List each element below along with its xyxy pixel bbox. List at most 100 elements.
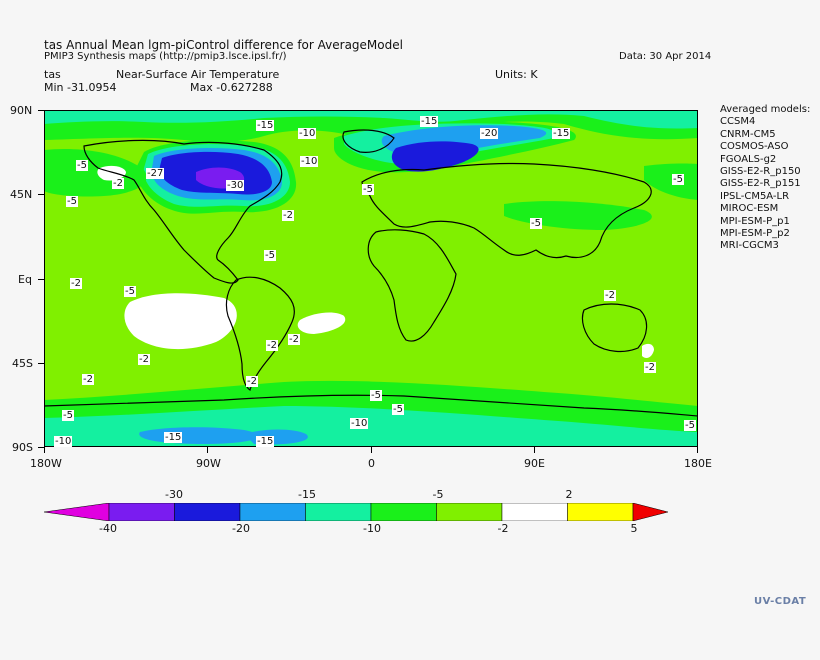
contour-label: -30 [226,180,245,191]
colorbar-cell [567,503,634,521]
colorbar-label: -10 [363,522,381,535]
africa-outline [367,229,457,342]
contour-label: -5 [66,196,78,207]
map-subtitle: PMIP3 Synthesis maps (http://pmip3.lsce.… [44,51,287,62]
contour-label: -2 [138,354,150,365]
field-nz-white [642,343,654,358]
field-satl-white [297,312,346,334]
lat-tick [38,279,44,280]
lat-label: 45N [10,188,33,201]
contour-label: -10 [54,436,73,447]
model-item: MPI-ESM-P_p1 [720,215,790,227]
lat-tick [38,110,44,111]
contour-label: -5 [684,420,696,431]
contour-label: -5 [370,390,382,401]
antarctica-outline [43,394,699,417]
colorbar-cells [44,503,668,521]
field-arctic-10 [44,110,698,129]
field-epac-5 [644,163,698,200]
contour-label: -15 [420,116,439,127]
contour-label: -2 [604,290,616,301]
lon-label: 0 [368,457,375,470]
map-frame [44,110,698,447]
contour-label: -2 [266,340,278,351]
contour-label: -10 [298,128,317,139]
contour-label: -2 [112,178,124,189]
australia-outline [581,303,648,353]
contour-label: -5 [392,404,404,415]
models-heading: Averaged models: [720,104,811,115]
model-item: MPI-ESM-P_p2 [720,228,790,240]
model-item: MIROC-ESM [720,203,779,215]
min-value: Min -31.0954 [44,81,117,94]
eurasia-outline [361,162,652,259]
colorbar-min-arrow [44,503,110,521]
colorbar-cell [501,503,568,521]
field-spac-white [124,293,237,350]
contour-label: -5 [62,410,74,421]
model-item: COSMOS-ASO [720,141,789,153]
contour-label: -5 [76,160,88,171]
max-value: Max -0.627288 [190,81,273,94]
contour-label: -5 [124,286,136,297]
colorbar-label: 2 [565,488,573,501]
colorbar-label: -40 [99,522,117,535]
contour-label: -15 [256,436,275,447]
colorbar-cell [436,503,503,521]
contour-label: -20 [480,128,499,139]
lat-label: 90S [12,441,33,454]
colorbar-cell [305,503,372,521]
colorbar-cell [108,503,175,521]
lat-label: Eq [18,273,32,286]
colorbar-label: -30 [165,488,183,501]
lon-tick [371,447,372,453]
lon-label: 180E [684,457,712,470]
model-item: CCSM4 [720,116,756,128]
lon-tick [697,447,698,453]
colorbar-cell [174,503,241,521]
colorbar-label: -2 [497,522,509,535]
uvcdat-logo: UV-CDAT [754,596,807,607]
field-eu-20 [391,141,479,172]
contour-label: -27 [146,168,165,179]
contour-label: -2 [288,334,300,345]
greenland-outline [342,129,395,153]
lon-label: 90W [196,457,221,470]
units-label: Units: K [495,68,538,81]
contour-label: -5 [672,174,684,185]
contour-label: -10 [350,418,369,429]
lon-label: 180W [30,457,62,470]
lat-tick [38,363,44,364]
colorbar-cell [239,503,306,521]
lon-tick [207,447,208,453]
contour-label: -2 [82,374,94,385]
model-item: CNRM-CM5 [720,128,776,140]
lat-label: 90N [10,104,33,117]
contour-label: -2 [282,210,294,221]
colorbar-label: -5 [432,488,444,501]
models-legend: Averaged models: CCSM4 CNRM-CM5 COSMOS-A… [720,104,810,253]
contour-label: -15 [256,120,275,131]
model-item: IPSL-CM5A-LR [720,190,790,202]
contour-label: -5 [264,250,276,261]
colorbar [44,503,668,521]
contour-label: -2 [70,278,82,289]
map-title: tas Annual Mean lgm-piControl difference… [44,38,403,52]
variable-long: Near-Surface Air Temperature [116,68,280,81]
contour-label: -2 [644,362,656,373]
lon-tick [44,447,45,453]
colorbar-cell [370,503,437,521]
north-america-outline [83,139,283,284]
lat-tick [38,194,44,195]
date-label: Data: 30 Apr 2014 [619,51,712,62]
lat-label: 45S [12,357,33,370]
lon-label: 90E [524,457,545,470]
lat-tick [38,447,44,448]
colorbar-max-arrow [632,503,668,521]
colorbar-label: 5 [630,522,638,535]
map-panel: -15 -10 -15 -20 -15 -5 -2 -27 -30 -10 -5… [43,110,699,447]
contour-label: -15 [164,432,183,443]
model-item: MRI-CGCM3 [720,240,779,252]
colorbar-label: -15 [298,488,316,501]
model-item: GISS-E2-R_p150 [720,166,801,178]
